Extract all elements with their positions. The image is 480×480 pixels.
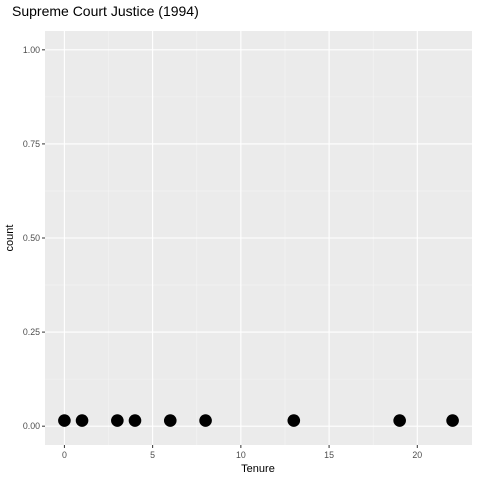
y-tick-label: 0.00 bbox=[23, 421, 40, 431]
data-point bbox=[76, 414, 89, 427]
data-point bbox=[129, 414, 142, 427]
y-tick-label: 1.00 bbox=[23, 45, 40, 55]
x-tick-label: 20 bbox=[412, 450, 422, 460]
x-tick-label: 15 bbox=[324, 450, 334, 460]
data-point bbox=[111, 414, 124, 427]
data-point bbox=[164, 414, 177, 427]
data-point bbox=[287, 414, 300, 427]
data-point bbox=[58, 414, 71, 427]
data-point bbox=[199, 414, 212, 427]
y-axis-title: count bbox=[4, 225, 16, 252]
x-tick-label: 0 bbox=[62, 450, 67, 460]
chart-title: Supreme Court Justice (1994) bbox=[12, 3, 199, 19]
x-tick-label: 10 bbox=[236, 450, 246, 460]
x-axis-title: Tenure bbox=[241, 463, 275, 475]
data-point bbox=[393, 414, 406, 427]
y-tick-label: 0.75 bbox=[23, 139, 40, 149]
y-tick-label: 0.50 bbox=[23, 233, 40, 243]
data-point bbox=[446, 414, 459, 427]
y-tick-label: 0.25 bbox=[23, 327, 40, 337]
x-tick-label: 5 bbox=[150, 450, 155, 460]
